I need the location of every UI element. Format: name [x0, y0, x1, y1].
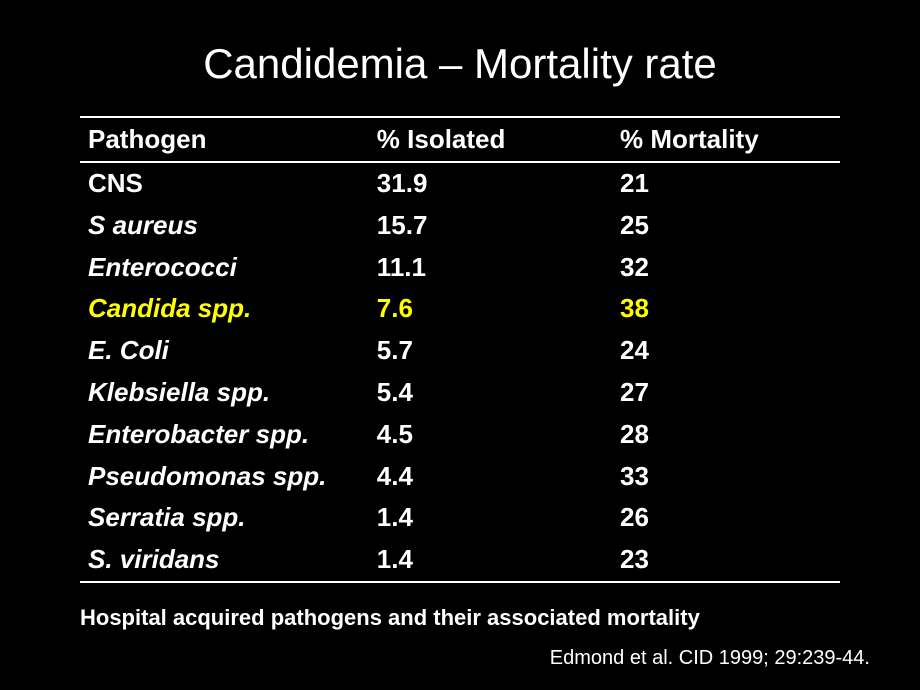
cell-mortality: 23 — [612, 539, 840, 582]
table-row: Enterobacter spp.4.528 — [80, 414, 840, 456]
cell-mortality: 38 — [612, 288, 840, 330]
cell-isolated: 15.7 — [369, 205, 612, 247]
table-row: Klebsiella spp.5.427 — [80, 372, 840, 414]
col-header-isolated: % Isolated — [369, 117, 612, 162]
slide-title: Candidemia – Mortality rate — [40, 40, 880, 88]
cell-isolated: 1.4 — [369, 497, 612, 539]
cell-isolated: 1.4 — [369, 539, 612, 582]
table-row: S. viridans1.423 — [80, 539, 840, 582]
cell-pathogen: CNS — [80, 162, 369, 205]
cell-isolated: 4.4 — [369, 456, 612, 498]
col-header-pathogen: Pathogen — [80, 117, 369, 162]
table-row: Pseudomonas spp.4.433 — [80, 456, 840, 498]
cell-isolated: 31.9 — [369, 162, 612, 205]
cell-mortality: 25 — [612, 205, 840, 247]
cell-mortality: 32 — [612, 247, 840, 289]
table-header-row: Pathogen % Isolated % Mortality — [80, 117, 840, 162]
cell-mortality: 21 — [612, 162, 840, 205]
cell-pathogen: S aureus — [80, 205, 369, 247]
table-container: Pathogen % Isolated % Mortality CNS31.92… — [80, 116, 840, 583]
cell-isolated: 7.6 — [369, 288, 612, 330]
slide: Candidemia – Mortality rate Pathogen % I… — [0, 0, 920, 690]
cell-isolated: 5.4 — [369, 372, 612, 414]
cell-pathogen: E. Coli — [80, 330, 369, 372]
cell-mortality: 33 — [612, 456, 840, 498]
cell-pathogen: Enterococci — [80, 247, 369, 289]
cell-isolated: 11.1 — [369, 247, 612, 289]
cell-isolated: 4.5 — [369, 414, 612, 456]
mortality-table: Pathogen % Isolated % Mortality CNS31.92… — [80, 116, 840, 583]
cell-mortality: 24 — [612, 330, 840, 372]
table-row: Serratia spp.1.426 — [80, 497, 840, 539]
table-row: CNS31.921 — [80, 162, 840, 205]
cell-pathogen: Serratia spp. — [80, 497, 369, 539]
cell-pathogen: Klebsiella spp. — [80, 372, 369, 414]
cell-mortality: 28 — [612, 414, 840, 456]
table-row: Candida spp.7.638 — [80, 288, 840, 330]
table-row: Enterococci11.132 — [80, 247, 840, 289]
table-caption: Hospital acquired pathogens and their as… — [80, 605, 840, 631]
col-header-mortality: % Mortality — [612, 117, 840, 162]
cell-pathogen: Candida spp. — [80, 288, 369, 330]
cell-isolated: 5.7 — [369, 330, 612, 372]
table-row: E. Coli5.724 — [80, 330, 840, 372]
citation: Edmond et al. CID 1999; 29:239-44. — [550, 647, 870, 670]
table-body: CNS31.921S aureus15.725Enterococci11.132… — [80, 162, 840, 582]
cell-pathogen: S. viridans — [80, 539, 369, 582]
cell-mortality: 27 — [612, 372, 840, 414]
table-row: S aureus15.725 — [80, 205, 840, 247]
cell-mortality: 26 — [612, 497, 840, 539]
cell-pathogen: Pseudomonas spp. — [80, 456, 369, 498]
cell-pathogen: Enterobacter spp. — [80, 414, 369, 456]
